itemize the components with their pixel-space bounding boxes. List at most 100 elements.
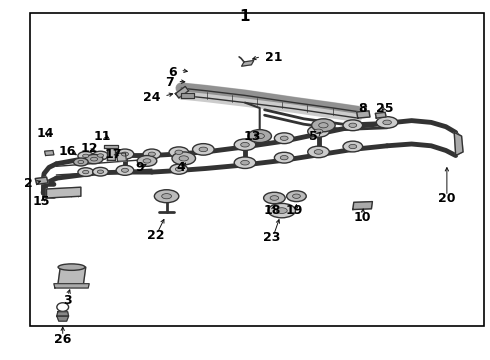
Polygon shape (375, 112, 386, 118)
Text: 4: 4 (177, 161, 186, 174)
Ellipse shape (268, 203, 295, 218)
Ellipse shape (175, 167, 182, 171)
Ellipse shape (74, 158, 88, 166)
Text: 25: 25 (376, 102, 393, 114)
Text: 7: 7 (165, 76, 174, 89)
Ellipse shape (274, 152, 294, 163)
Ellipse shape (78, 168, 94, 176)
Ellipse shape (169, 147, 189, 158)
Ellipse shape (276, 208, 287, 213)
Ellipse shape (85, 154, 103, 164)
Ellipse shape (98, 170, 103, 174)
Text: 23: 23 (263, 231, 281, 244)
Text: 22: 22 (147, 229, 165, 242)
Ellipse shape (143, 159, 151, 163)
Polygon shape (242, 60, 254, 66)
Ellipse shape (312, 119, 335, 132)
Polygon shape (107, 148, 115, 160)
Ellipse shape (349, 123, 357, 127)
Ellipse shape (280, 136, 288, 140)
Ellipse shape (193, 144, 214, 155)
Text: 8: 8 (358, 102, 367, 114)
Ellipse shape (308, 126, 329, 137)
Polygon shape (45, 150, 54, 156)
Ellipse shape (234, 139, 256, 150)
Text: 26: 26 (54, 333, 72, 346)
Polygon shape (454, 132, 463, 156)
Text: 16: 16 (59, 145, 76, 158)
Ellipse shape (78, 152, 94, 160)
Ellipse shape (93, 151, 108, 160)
Ellipse shape (179, 156, 189, 161)
Text: 9: 9 (135, 161, 144, 174)
Text: 11: 11 (93, 130, 111, 143)
Text: 5: 5 (309, 130, 318, 143)
Polygon shape (117, 153, 126, 161)
Text: 15: 15 (33, 195, 50, 208)
Ellipse shape (318, 123, 328, 128)
Ellipse shape (241, 143, 249, 147)
Text: 24: 24 (143, 91, 161, 104)
Text: 12: 12 (81, 142, 98, 155)
Ellipse shape (116, 149, 134, 159)
Ellipse shape (83, 154, 89, 158)
Text: 2: 2 (24, 177, 33, 190)
Ellipse shape (199, 147, 208, 152)
Polygon shape (104, 145, 118, 148)
Polygon shape (47, 187, 81, 198)
Polygon shape (181, 93, 194, 98)
Ellipse shape (293, 194, 300, 198)
Ellipse shape (162, 194, 172, 199)
Polygon shape (35, 177, 48, 184)
Ellipse shape (137, 156, 157, 166)
Ellipse shape (280, 156, 288, 160)
Text: 14: 14 (37, 127, 54, 140)
Text: 21: 21 (265, 51, 282, 64)
Text: 18: 18 (263, 204, 281, 217)
Polygon shape (54, 284, 89, 288)
Ellipse shape (383, 120, 392, 125)
Ellipse shape (343, 141, 363, 152)
Ellipse shape (170, 164, 188, 174)
Bar (30, 13, 484, 326)
Text: 10: 10 (354, 211, 371, 224)
Text: 20: 20 (438, 192, 456, 204)
Text: 6: 6 (168, 66, 176, 78)
Polygon shape (58, 267, 86, 285)
Ellipse shape (241, 161, 249, 165)
Text: 19: 19 (285, 204, 303, 217)
Ellipse shape (93, 167, 108, 176)
Polygon shape (357, 111, 370, 118)
Ellipse shape (172, 152, 196, 165)
Ellipse shape (143, 149, 161, 159)
Ellipse shape (308, 146, 329, 158)
Ellipse shape (234, 157, 256, 168)
Ellipse shape (264, 192, 285, 204)
Ellipse shape (78, 161, 84, 163)
Ellipse shape (255, 134, 265, 139)
Ellipse shape (58, 264, 85, 270)
Ellipse shape (116, 165, 134, 175)
Ellipse shape (349, 144, 357, 149)
Ellipse shape (314, 150, 323, 154)
Ellipse shape (175, 150, 183, 154)
Text: 13: 13 (244, 130, 261, 143)
Ellipse shape (274, 133, 294, 144)
Ellipse shape (314, 129, 323, 134)
Text: 17: 17 (105, 148, 122, 161)
Text: 3: 3 (63, 294, 72, 307)
Polygon shape (57, 316, 69, 321)
Ellipse shape (270, 196, 279, 200)
Polygon shape (353, 202, 372, 210)
Polygon shape (57, 312, 69, 316)
Ellipse shape (91, 157, 98, 161)
Ellipse shape (343, 120, 363, 131)
Ellipse shape (98, 154, 103, 157)
Ellipse shape (122, 152, 128, 156)
Ellipse shape (248, 130, 271, 143)
Ellipse shape (154, 190, 179, 203)
Text: 1: 1 (240, 9, 250, 24)
Ellipse shape (148, 152, 155, 156)
Polygon shape (175, 86, 189, 98)
Ellipse shape (83, 170, 89, 174)
